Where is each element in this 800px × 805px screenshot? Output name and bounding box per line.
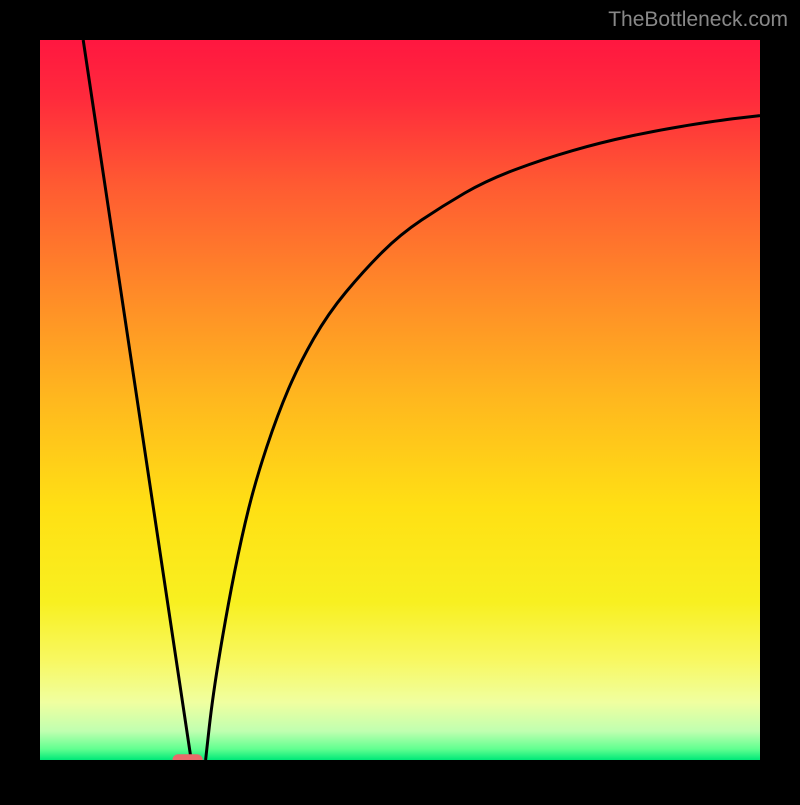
watermark-label: TheBottleneck.com — [608, 8, 788, 32]
border-right — [760, 0, 800, 800]
bottleneck-chart — [0, 0, 800, 800]
border-bottom — [0, 760, 800, 800]
chart-background — [40, 40, 760, 760]
border-left — [0, 0, 40, 800]
